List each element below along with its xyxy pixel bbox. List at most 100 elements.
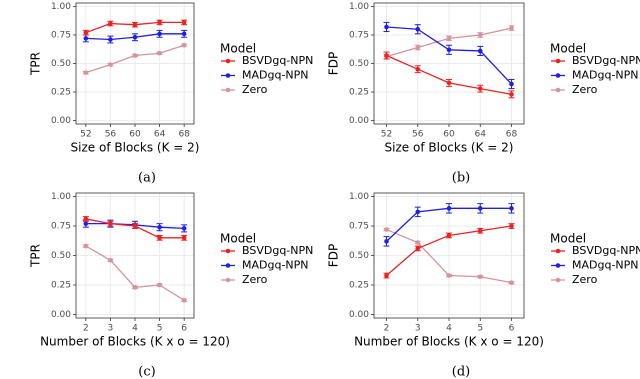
- data-point: [384, 53, 389, 58]
- legend-key-point: [225, 263, 231, 268]
- legend-label: BSVDgq-NPN: [242, 54, 313, 67]
- y-tick-label: 0.50: [349, 251, 369, 261]
- legend-label: MADgq-NPN: [242, 69, 309, 82]
- y-axis-title: FDP: [327, 244, 341, 267]
- panel-caption: (c): [138, 365, 155, 379]
- panel-border: [75, 2, 195, 125]
- panel-border: [373, 192, 525, 319]
- data-point: [384, 227, 389, 232]
- legend-title: Model: [550, 42, 586, 56]
- data-point: [415, 26, 421, 32]
- legend-key-point: [555, 263, 561, 268]
- y-tick-label: 1.00: [51, 2, 71, 12]
- x-tick-label: 4: [132, 324, 138, 334]
- data-point: [157, 235, 162, 241]
- y-tick-label: 0.00: [51, 310, 71, 320]
- x-tick-label: 2: [83, 324, 89, 334]
- data-point: [415, 246, 421, 251]
- y-tick-label: 0.25: [51, 280, 71, 290]
- data-point: [157, 20, 162, 25]
- y-tick-label: 1.00: [349, 2, 369, 12]
- data-point: [181, 42, 187, 48]
- x-tick-label: 52: [381, 130, 392, 140]
- x-tick-label: 52: [80, 130, 91, 140]
- data-point: [509, 280, 514, 285]
- data-point: [132, 53, 138, 58]
- x-axis-title: Number of Blocks (K x o = 120): [40, 335, 230, 349]
- legend-key-point: [225, 87, 231, 93]
- panel-caption: (a): [138, 171, 156, 186]
- x-tick-label: 3: [108, 324, 114, 334]
- legend-title: Model: [550, 232, 586, 246]
- data-point: [108, 62, 113, 67]
- data-point: [415, 240, 421, 245]
- data-point: [477, 274, 483, 280]
- legend-key-point: [225, 277, 231, 283]
- data-point: [157, 282, 162, 288]
- legend-key-point: [225, 248, 231, 254]
- data-point: [108, 21, 113, 26]
- data-point: [132, 34, 138, 40]
- data-point: [415, 66, 421, 72]
- data-point: [108, 221, 113, 226]
- x-axis-title: Size of Blocks (K = 2): [385, 141, 514, 155]
- data-point: [446, 273, 452, 278]
- data-point: [132, 223, 138, 229]
- y-tick-label: 0.25: [51, 88, 71, 98]
- data-point: [108, 257, 113, 263]
- x-tick-label: 3: [415, 324, 421, 334]
- data-point: [181, 235, 187, 241]
- y-tick-label: 0.50: [51, 251, 71, 261]
- legend-key-point: [555, 58, 561, 64]
- data-point: [132, 22, 138, 27]
- panel-border: [75, 192, 195, 319]
- y-axis-title: FDP: [327, 52, 341, 75]
- data-point: [509, 223, 514, 229]
- data-point: [446, 36, 452, 41]
- legend-label: MADgq-NPN: [572, 259, 639, 272]
- data-point: [446, 206, 452, 211]
- y-tick-label: 0.00: [349, 116, 369, 126]
- data-point: [446, 47, 452, 53]
- data-point: [157, 50, 162, 56]
- legend-key-point: [555, 277, 561, 283]
- data-point: [446, 80, 452, 86]
- legend-label: Zero: [242, 273, 268, 286]
- legend-key-point: [555, 73, 561, 78]
- panel-border: [373, 2, 525, 125]
- data-point: [181, 298, 187, 303]
- data-point: [83, 30, 89, 35]
- y-tick-label: 0.00: [349, 310, 369, 320]
- data-point: [477, 206, 483, 211]
- x-tick-label: 60: [129, 130, 141, 140]
- x-axis-title: Size of Blocks (K = 2): [71, 141, 200, 155]
- y-tick-label: 1.00: [349, 192, 369, 202]
- y-tick-label: 0.50: [51, 59, 71, 69]
- data-point: [509, 206, 514, 211]
- x-tick-label: 6: [509, 324, 515, 334]
- x-tick-label: 68: [506, 130, 518, 140]
- x-axis-title: Number of Blocks (K x o = 120): [354, 335, 544, 349]
- data-point: [384, 273, 389, 278]
- y-tick-label: 0.75: [51, 222, 71, 232]
- legend-label: Zero: [572, 273, 598, 286]
- data-point: [108, 37, 113, 42]
- legend-key-point: [555, 87, 561, 93]
- data-point: [181, 20, 187, 25]
- legend-title: Model: [220, 232, 256, 246]
- legend-label: Zero: [572, 83, 598, 96]
- legend-label: BSVDgq-NPN: [242, 244, 313, 257]
- x-tick-label: 5: [157, 324, 163, 334]
- y-tick-label: 0.50: [349, 59, 369, 69]
- data-point: [83, 216, 89, 222]
- x-tick-label: 5: [477, 324, 483, 334]
- legend-key-point: [555, 248, 561, 254]
- x-tick-label: 2: [384, 324, 390, 334]
- panel-caption: (b): [452, 171, 470, 186]
- data-point: [509, 25, 514, 31]
- data-point: [477, 48, 483, 54]
- x-tick-label: 64: [154, 130, 166, 140]
- data-point: [181, 226, 187, 231]
- data-point: [415, 45, 421, 50]
- data-point: [83, 243, 89, 249]
